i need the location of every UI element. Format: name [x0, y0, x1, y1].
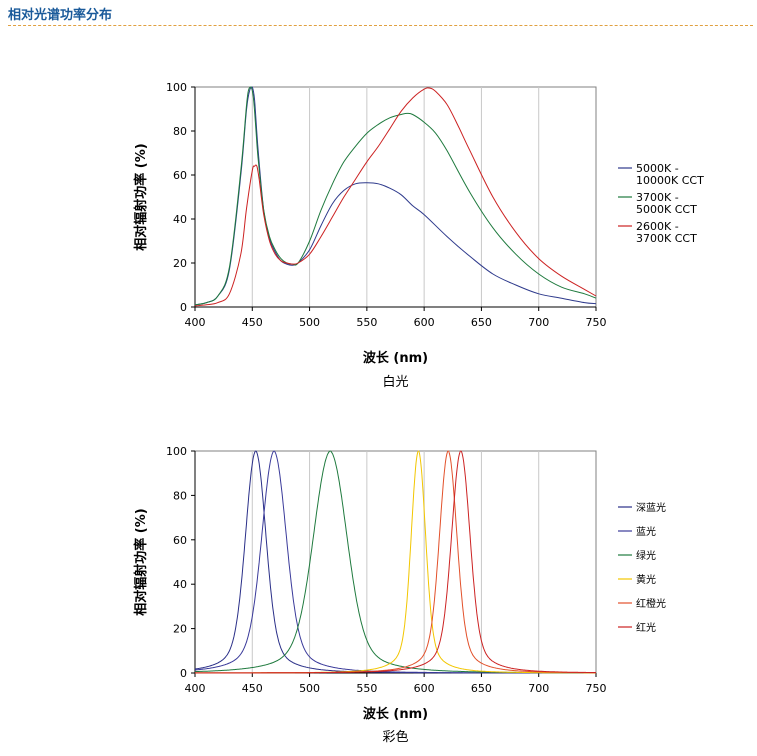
chart-caption: 彩色: [382, 729, 408, 745]
x-tick-label: 450: [242, 682, 263, 695]
x-tick-label: 750: [586, 316, 607, 329]
x-tick-label: 650: [471, 316, 492, 329]
legend-entry: 10000K CCT: [636, 174, 704, 187]
y-tick-label: 0: [180, 301, 187, 314]
legend-entry: 5000K CCT: [636, 203, 697, 216]
x-tick-label: 700: [528, 316, 549, 329]
y-axis-label: 相对辐射功率 (%): [133, 143, 149, 250]
plot-frame: [194, 450, 597, 674]
x-tick-label: 700: [528, 682, 549, 695]
x-tick-label: 550: [356, 316, 377, 329]
x-tick-label: 500: [299, 316, 320, 329]
y-tick-label: 80: [173, 489, 187, 502]
chart-caption: 白光: [382, 374, 408, 390]
y-tick-label: 60: [173, 534, 187, 547]
page-title: 相对光谱功率分布: [8, 8, 113, 23]
y-tick-label: 100: [166, 445, 187, 458]
legend-entry: 红光: [636, 621, 656, 634]
y-tick-label: 20: [173, 623, 187, 636]
series-line-2: [194, 86, 597, 306]
x-tick-label: 400: [185, 316, 206, 329]
y-tick-label: 80: [173, 125, 187, 138]
legend-entry: 深蓝光: [636, 501, 666, 514]
y-tick-label: 100: [166, 81, 187, 94]
legend-entry: 3700K -: [636, 191, 679, 204]
x-tick-label: 400: [185, 682, 206, 695]
y-tick-label: 40: [173, 578, 187, 591]
page-header: 相对光谱功率分布: [0, 0, 757, 27]
chart-2: 400 450 500 550 600 650 700 750 0 20 40 60 80 100 深蓝光蓝…: [133, 445, 666, 745]
chart-1: 400 450 500 550 600 650 700 750 0 20 40 60 80 100 5000…: [133, 81, 704, 390]
legend-entry: 红橙光: [636, 597, 666, 610]
x-tick-label: 650: [471, 682, 492, 695]
header-divider: [8, 25, 753, 26]
x-axis-label: 波长 (nm): [363, 706, 428, 722]
x-tick-label: 500: [299, 682, 320, 695]
legend-entry: 黄光: [636, 573, 656, 586]
x-tick-label: 450: [242, 316, 263, 329]
x-tick-label: 600: [414, 316, 435, 329]
legend-entry: 3700K CCT: [636, 232, 697, 245]
y-axis-label: 相对辐射功率 (%): [133, 508, 149, 615]
series-line-3: [194, 87, 597, 307]
legend-entry: 蓝光: [636, 525, 656, 538]
y-tick-label: 20: [173, 257, 187, 270]
legend-entry: 2600K -: [636, 220, 679, 233]
x-axis-label: 波长 (nm): [363, 350, 428, 366]
legend-entry: 绿光: [636, 549, 656, 562]
y-tick-label: 0: [180, 667, 187, 680]
y-tick-label: 60: [173, 169, 187, 182]
y-tick-label: 40: [173, 213, 187, 226]
x-tick-label: 600: [414, 682, 435, 695]
series-line-6: [195, 450, 597, 674]
series-line-1: [194, 86, 597, 306]
x-tick-label: 750: [586, 682, 607, 695]
x-tick-label: 550: [356, 682, 377, 695]
legend-entry: 5000K -: [636, 162, 679, 175]
